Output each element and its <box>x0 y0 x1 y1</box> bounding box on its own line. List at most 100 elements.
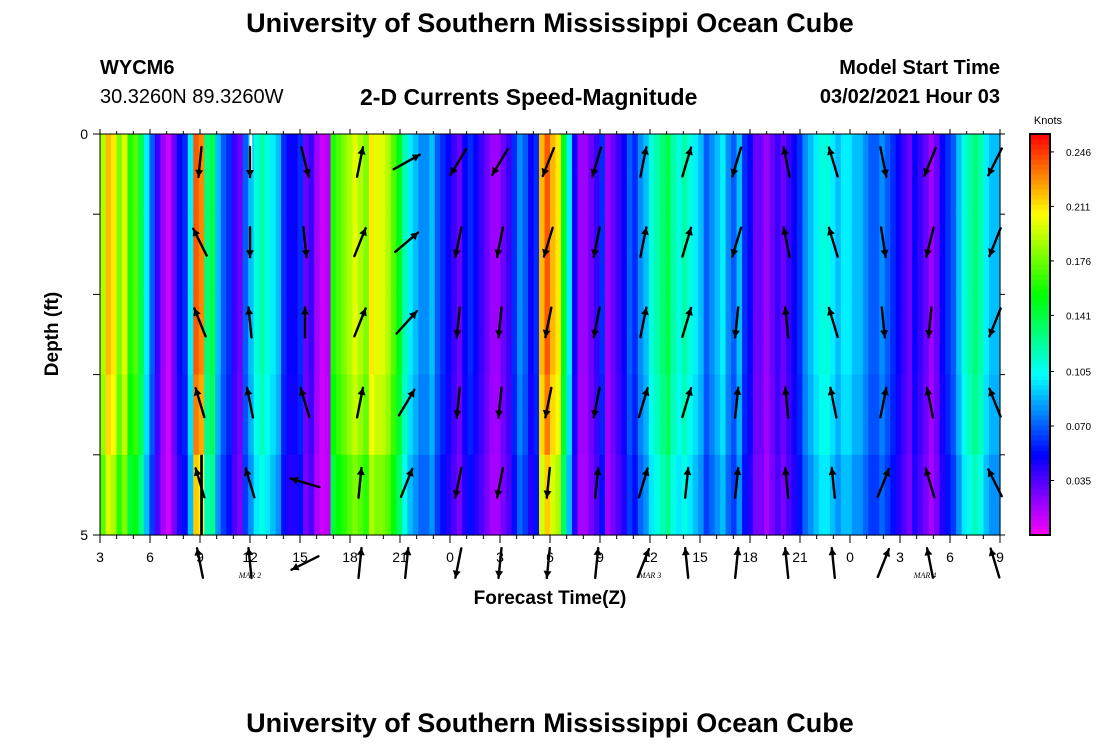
heatmap-cell <box>950 214 957 295</box>
heatmap-cell <box>632 454 639 536</box>
heatmap-cell <box>253 294 260 376</box>
colorbar-segment <box>1030 239 1050 245</box>
heatmap-cell <box>544 214 551 295</box>
heatmap-cell <box>193 134 200 215</box>
heatmap-cell <box>626 294 633 376</box>
heatmap-cell <box>769 374 776 456</box>
heatmap-cell <box>434 214 441 295</box>
colorbar-segment <box>1030 209 1050 215</box>
heatmap-cell <box>709 454 716 536</box>
heatmap-cell <box>297 294 304 376</box>
heatmap-cell <box>577 294 584 376</box>
current-vector <box>495 306 504 339</box>
heatmap-cell <box>462 294 469 376</box>
heatmap-cell <box>890 214 897 295</box>
heatmap-cell <box>511 134 518 215</box>
colorbar-segment <box>1030 294 1050 301</box>
heatmap-cell <box>264 294 271 376</box>
heatmap-cell <box>314 294 321 376</box>
heatmap-cell <box>725 454 732 536</box>
x-axis-tick-label: 3 <box>496 549 504 565</box>
colorbar-segment <box>1030 444 1050 451</box>
heatmap-cell <box>330 214 337 295</box>
heatmap-cell <box>577 134 584 215</box>
y-axis: 05 <box>80 126 1005 543</box>
current-vector <box>300 146 311 178</box>
heatmap-cell <box>187 294 194 376</box>
heatmap-cell <box>511 294 518 376</box>
heatmap-cell <box>303 454 310 536</box>
heatmap-cell <box>571 134 579 215</box>
heatmap-cell <box>791 214 798 295</box>
heatmap-cell <box>577 454 584 536</box>
colorbar-segment <box>1030 369 1050 376</box>
heatmap-cell <box>802 454 809 536</box>
heatmap-cell <box>983 214 990 295</box>
current-vector <box>192 227 208 257</box>
current-vector <box>730 226 743 258</box>
heatmap-cell <box>972 294 979 376</box>
x-axis-tick-label: 15 <box>292 549 308 565</box>
colorbar-segment <box>1030 199 1050 205</box>
current-vector <box>781 386 790 419</box>
current-vector <box>639 306 649 339</box>
colorbar-units-label: Knots <box>1034 115 1063 127</box>
heatmap-cell <box>643 134 650 215</box>
heatmap-cell <box>818 374 825 456</box>
heatmap-cell <box>775 374 782 456</box>
current-vector <box>681 226 693 258</box>
colorbar-segment <box>1030 434 1050 441</box>
heatmap-cell <box>873 374 880 456</box>
day-label: MAR 4 <box>913 571 936 580</box>
heatmap-cell <box>445 374 452 456</box>
heatmap-cell <box>610 374 617 456</box>
heatmap-cell <box>286 374 293 456</box>
heatmap-cell <box>687 374 694 456</box>
heatmap-cell <box>346 134 354 215</box>
heatmap-cell <box>983 454 990 536</box>
current-vector <box>494 466 505 499</box>
heatmap-cell <box>204 134 211 215</box>
heatmap-cell <box>517 214 524 295</box>
heatmap-cell <box>121 454 129 536</box>
heatmap-cell <box>780 214 787 295</box>
colorbar-segment <box>1030 494 1050 501</box>
heatmap-cell <box>714 374 721 456</box>
colorbar-segment <box>1030 374 1050 381</box>
heatmap-cell <box>314 134 321 215</box>
colorbar-segment <box>1030 309 1050 316</box>
current-vector <box>353 307 367 338</box>
heatmap-cell <box>357 454 365 536</box>
heatmap-cell <box>840 374 847 456</box>
colorbar-segment <box>1030 524 1050 531</box>
heatmap-cell <box>703 294 710 376</box>
heatmap-cell <box>566 214 573 295</box>
heatmap-cell <box>209 294 216 376</box>
heatmap-cell <box>275 374 282 456</box>
heatmap-cell <box>599 294 606 376</box>
heatmap-cell <box>862 454 869 536</box>
heatmap-cell <box>100 374 107 456</box>
heatmap-cell <box>687 294 694 376</box>
current-vector <box>495 386 504 419</box>
x-axis-tick-label: 9 <box>996 549 1004 565</box>
colorbar-tick-label: 0.070 <box>1066 422 1091 433</box>
current-vector <box>193 467 206 499</box>
heatmap-cell <box>994 294 1001 376</box>
heatmap-cell <box>149 374 156 456</box>
heatmap-cell <box>286 134 293 215</box>
heatmap-cell <box>242 374 249 456</box>
heatmap-cell <box>341 214 348 295</box>
current-vector <box>681 387 693 419</box>
heatmap-cell <box>110 454 118 536</box>
heatmap-cell <box>176 294 183 376</box>
heatmap-cell <box>187 374 194 456</box>
heatmap-cell <box>132 294 140 376</box>
heatmap-cell <box>610 294 617 376</box>
heatmap-cell <box>802 214 809 295</box>
current-vector <box>397 388 416 417</box>
heatmap-cell <box>379 294 386 376</box>
heatmap-cell <box>335 134 343 215</box>
heatmap-cell <box>341 134 348 215</box>
heatmap-cell <box>368 294 375 376</box>
